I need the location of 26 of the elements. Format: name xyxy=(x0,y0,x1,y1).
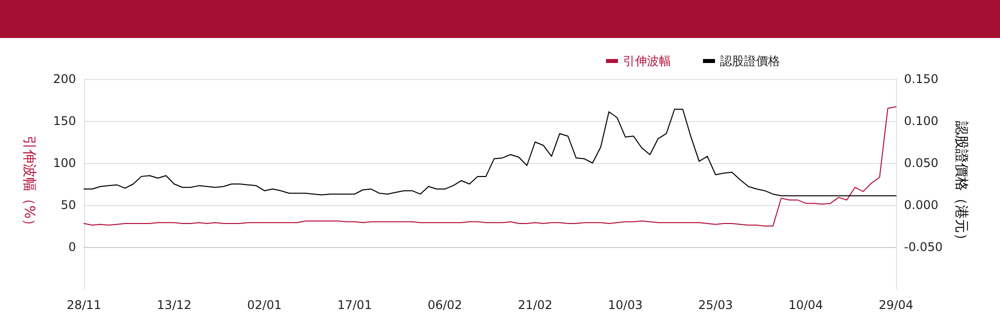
y2-tick-label: 0.050 xyxy=(904,156,938,170)
y2-axis-title: 認股證價格（港元） xyxy=(953,121,969,247)
x-tick-label: 13/12 xyxy=(156,298,192,312)
y2-tick-label: 0.150 xyxy=(904,72,938,86)
x-tick-label: 21/02 xyxy=(518,298,552,312)
legend-label: 認股證價格 xyxy=(720,54,780,68)
y2-tick-label: -0.050 xyxy=(904,240,943,254)
y-tick-label: 100 xyxy=(53,156,76,170)
y-tick-label: 200 xyxy=(53,72,76,86)
y2-tick-label: 0.100 xyxy=(904,114,938,128)
x-tick-label: 02/01 xyxy=(247,298,282,312)
line-series xyxy=(84,108,896,196)
y-tick-label: 50 xyxy=(60,198,76,212)
x-tick-label: 28/11 xyxy=(66,298,102,312)
x-tick-label: 06/02 xyxy=(428,298,462,312)
y-tick-label: 150 xyxy=(53,114,76,128)
y-tick-label: 0 xyxy=(68,240,76,254)
x-tick-label: 10/04 xyxy=(788,298,824,312)
y2-tick-label: 0.000 xyxy=(904,198,938,212)
legend-label: 引伸波幅 xyxy=(623,54,671,68)
line-series xyxy=(84,106,896,226)
x-tick-label: 29/04 xyxy=(878,298,914,312)
y-axis-title: 引伸波幅（%） xyxy=(21,135,37,233)
x-tick-label: 25/03 xyxy=(698,298,733,312)
x-tick-label: 10/03 xyxy=(608,298,643,312)
x-tick-label: 17/01 xyxy=(337,298,372,312)
